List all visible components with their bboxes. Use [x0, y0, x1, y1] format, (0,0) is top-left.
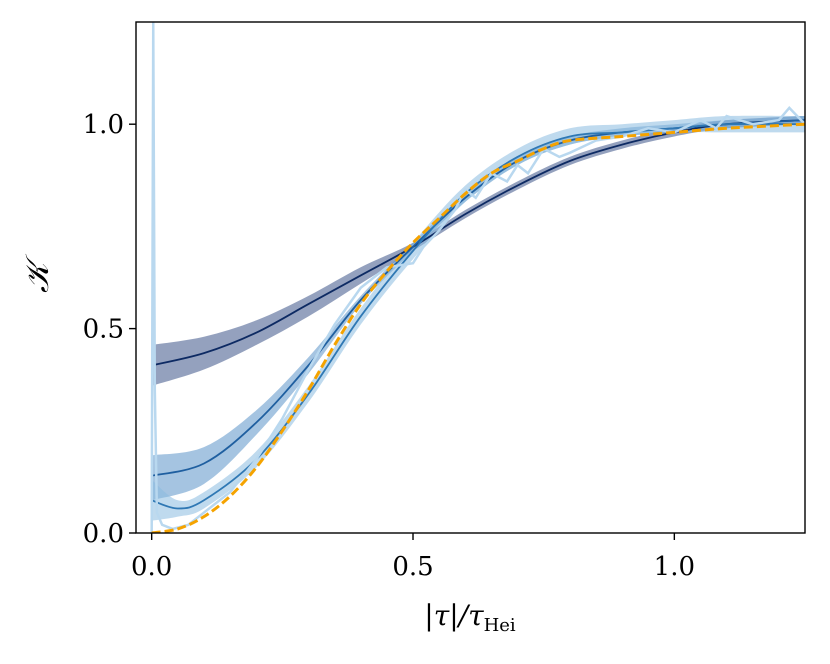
- x-axis-ticks: 0.0 0.5 1.0: [131, 533, 695, 582]
- x-tick-label: 0.0: [131, 552, 172, 582]
- y-tick-label: 0.0: [83, 519, 124, 549]
- y-tick-label: 1.0: [83, 110, 124, 140]
- plot-frame: [135, 21, 806, 534]
- series-lines: [150, 22, 805, 533]
- y-axis-label: 𝒦: [18, 253, 56, 293]
- fit-blue-band: [151, 115, 805, 521]
- y-tick-label: 0.5: [83, 315, 124, 345]
- x-axis-label-main: |τ|/τ: [424, 599, 484, 632]
- noisy-estimate-line: [150, 22, 805, 533]
- x-axis-label: |τ|/τHei: [424, 599, 516, 636]
- confidence-bands: [151, 115, 805, 521]
- fit-dark-navy-band: [151, 116, 805, 386]
- fit-blue-line: [151, 122, 805, 510]
- x-axis-label-sub: Hei: [484, 615, 516, 636]
- x-tick-label: 1.0: [654, 552, 695, 582]
- x-tick-label: 0.5: [392, 552, 433, 582]
- y-axis-ticks: 0.0 0.5 1.0: [83, 110, 136, 549]
- fit-mid-blue-band: [151, 116, 805, 501]
